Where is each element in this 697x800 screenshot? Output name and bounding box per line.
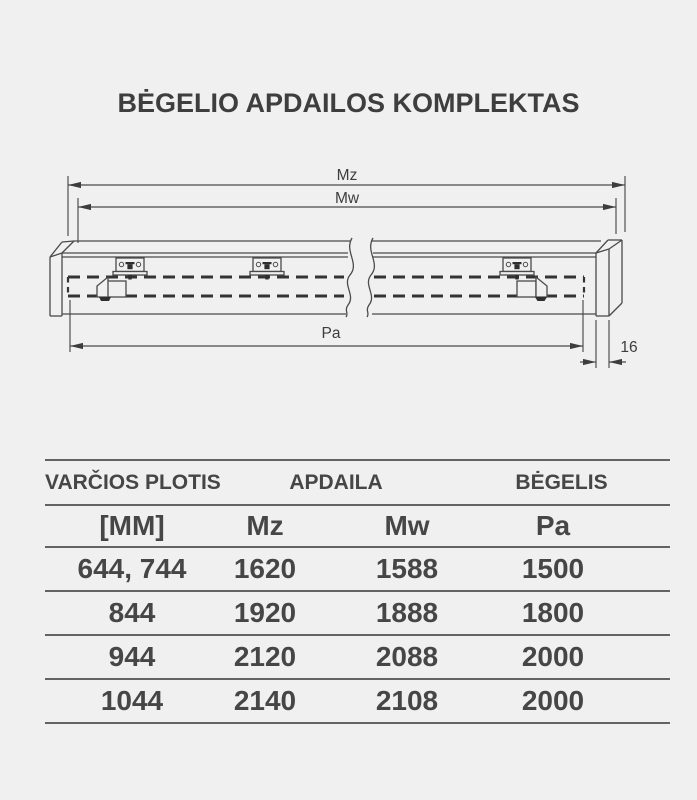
dim-label-end-cap: 16 xyxy=(620,339,637,356)
cell-mz: 2140 xyxy=(233,685,297,716)
hidden-rail-dashed-lines xyxy=(66,275,586,298)
cell-mw: 2088 xyxy=(375,641,439,672)
cell-pa: 2000 xyxy=(521,685,585,716)
mounting-clip xyxy=(249,257,285,280)
table-group-header-row: VARČIOS PLOTIS APDAILA BĖGELIS xyxy=(45,461,670,506)
dimension-mz: Mz xyxy=(67,167,626,236)
rail-left-section xyxy=(49,240,350,317)
page-title: BĖGELIO APDAILOS KOMPLEKTAS xyxy=(117,88,580,118)
end-hook-left xyxy=(96,275,127,301)
cell-pa: 1500 xyxy=(521,553,585,584)
column-header-mm: [MM] xyxy=(99,510,165,541)
cell-mw: 2108 xyxy=(375,685,439,716)
cell-mw: 1888 xyxy=(375,597,439,628)
dim-label-mz: Mz xyxy=(337,167,358,184)
cell-mz: 1620 xyxy=(233,553,297,584)
table-row: 944 2120 2088 2000 xyxy=(45,636,670,680)
dimension-end-cap: 16 xyxy=(580,320,638,368)
dimension-pa: Pa xyxy=(69,300,584,352)
table-row: 1044 2140 2108 2000 xyxy=(45,680,670,724)
table-row: 644, 744 1620 1588 1500 xyxy=(45,548,670,592)
column-header-pa: Pa xyxy=(535,510,571,541)
table-column-header-row: [MM] Mz Mw Pa xyxy=(45,506,670,548)
mounting-clip xyxy=(112,257,148,280)
cell-mw: 1588 xyxy=(375,553,439,584)
cell-mz: 1920 xyxy=(233,597,297,628)
end-hook-right xyxy=(516,275,548,301)
cell-width: 844 xyxy=(108,597,156,628)
group-header-apdaila: APDAILA xyxy=(289,470,383,494)
cell-width: 944 xyxy=(108,641,156,672)
column-header-mz: Mz xyxy=(246,510,284,541)
dimension-mw: Mw xyxy=(77,190,617,243)
dimensions-table: VARČIOS PLOTIS APDAILA BĖGELIS [MM] Mz M… xyxy=(45,459,670,724)
cell-pa: 1800 xyxy=(521,597,585,628)
cell-width: 1044 xyxy=(100,685,164,716)
group-header-begelis: BĖGELIS xyxy=(515,470,608,494)
group-header-varcios-plotis: VARČIOS PLOTIS xyxy=(45,470,221,494)
cell-width: 644, 744 xyxy=(77,553,187,584)
table-row: 844 1920 1888 1800 xyxy=(45,592,670,636)
break-lines xyxy=(345,237,376,318)
cell-pa: 2000 xyxy=(521,641,585,672)
column-header-mw: Mw xyxy=(384,510,430,541)
mounting-clip xyxy=(499,257,535,280)
dim-label-pa: Pa xyxy=(322,325,341,342)
dim-label-mw: Mw xyxy=(335,190,360,207)
cell-mz: 2120 xyxy=(233,641,297,672)
rail-right-section xyxy=(371,239,623,317)
